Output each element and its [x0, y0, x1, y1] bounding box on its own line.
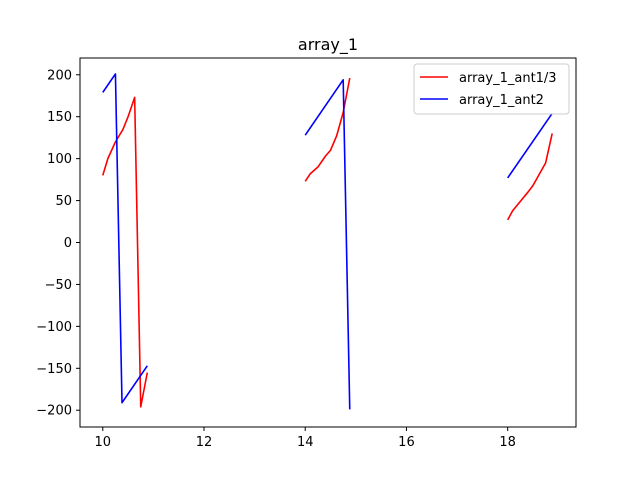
y-tick-label-0: 0	[64, 236, 72, 251]
series-2-segment-1	[102, 73, 148, 404]
axes-layer: 10 12 14 16 18 −200 −150 −100 −50 0 50 100 150 200	[36, 57, 577, 450]
y-tick-label-200: 200	[47, 68, 72, 83]
x-tick-label-18: 18	[499, 435, 516, 450]
y-tick-label--50: −50	[45, 278, 72, 293]
x-tick-label-10: 10	[95, 435, 112, 450]
chart-title: array_1	[298, 35, 358, 55]
y-tick-label--150: −150	[36, 362, 72, 377]
y-tick-label-100: 100	[47, 152, 72, 167]
legend-label-1: array_1_ant1/3	[459, 71, 557, 86]
series-1-segment-1	[102, 96, 149, 408]
y-tick-label--200: −200	[36, 404, 72, 419]
legend-box	[413, 63, 570, 115]
y-tick-label-50: 50	[55, 194, 72, 209]
x-tick-label-14: 14	[297, 435, 314, 450]
series-1-segment-3	[506, 133, 553, 221]
y-tick-label-150: 150	[47, 110, 72, 125]
series-1-segment-2	[304, 77, 351, 182]
y-tick-label--100: −100	[36, 320, 72, 335]
series-layer	[102, 73, 553, 410]
x-tick-label-16: 16	[398, 435, 415, 450]
series-2-segment-2	[304, 79, 351, 410]
x-tick-label-12: 12	[196, 435, 213, 450]
legend-label-2: array_1_ant2	[459, 93, 544, 108]
series-2-segment-3	[507, 112, 553, 179]
legend: array_1_ant1/3 array_1_ant2	[413, 63, 570, 115]
